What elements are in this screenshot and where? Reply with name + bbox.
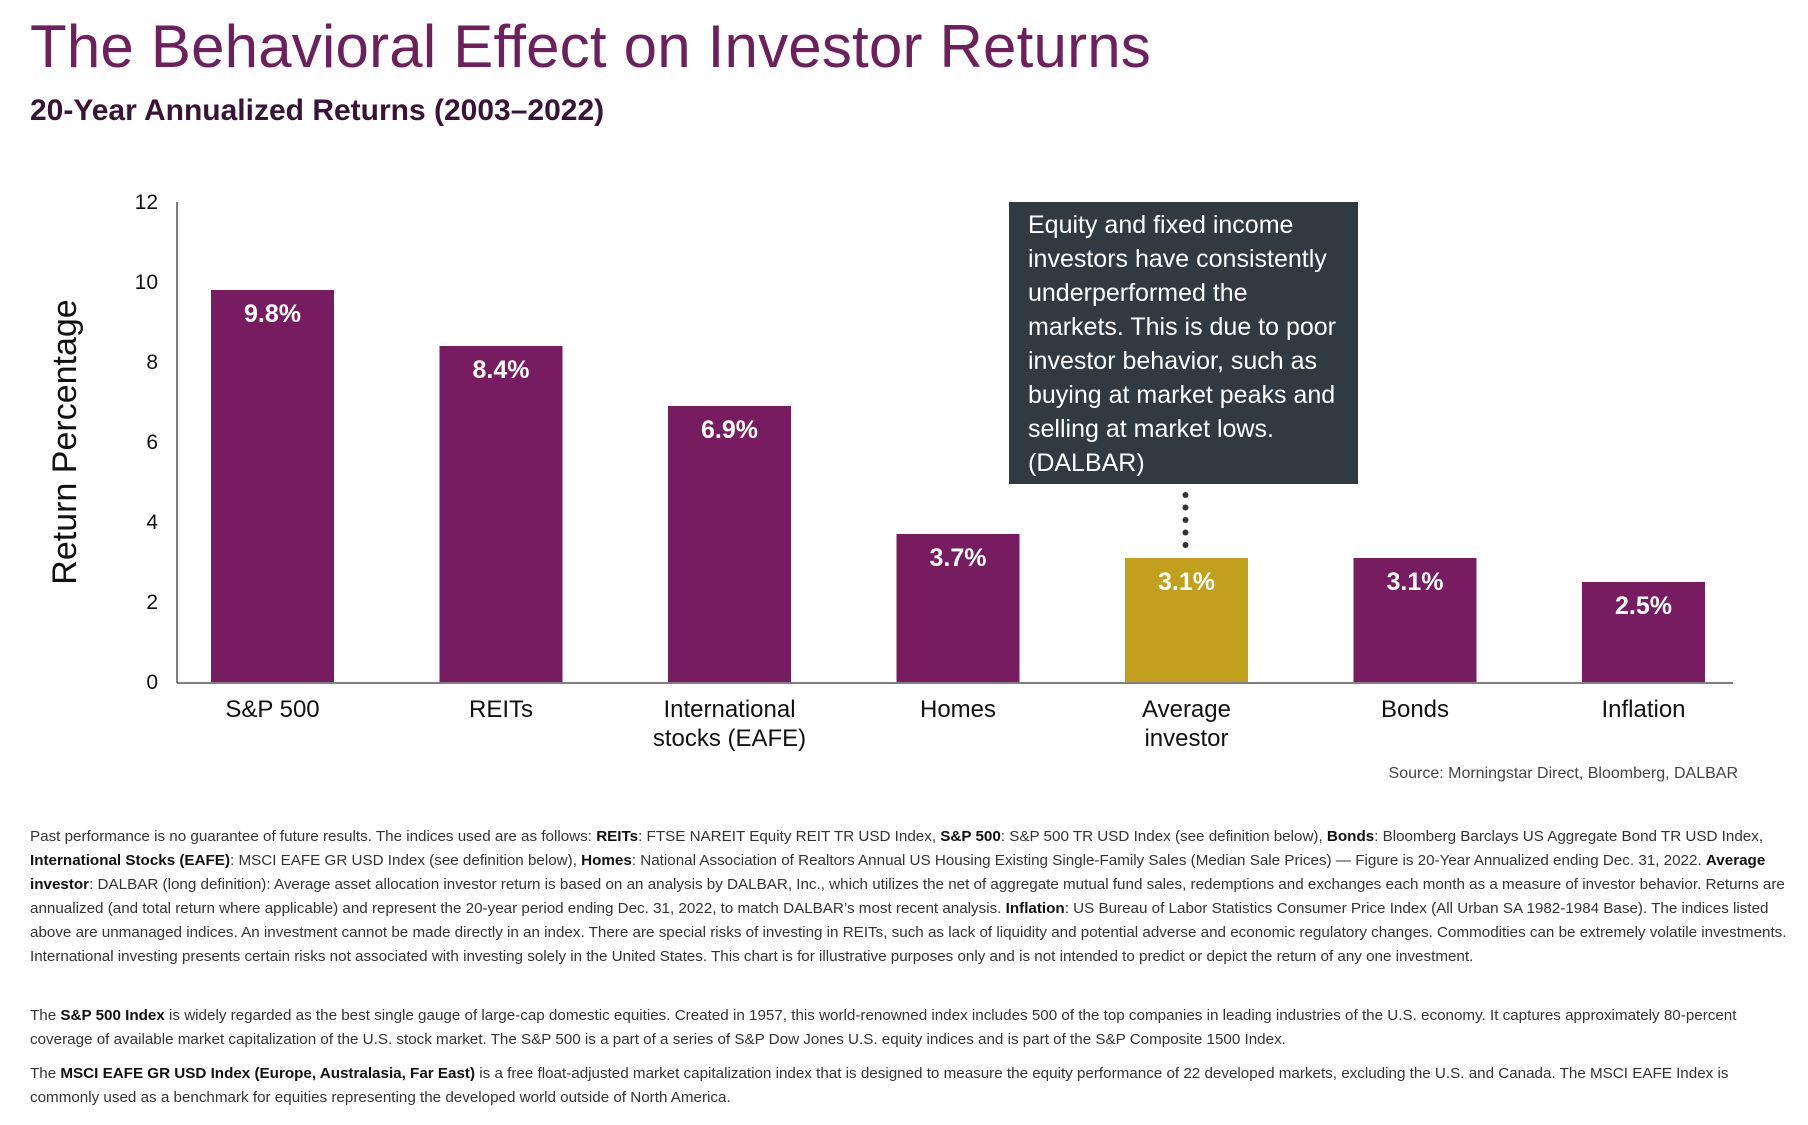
x-tick-label: Bonds <box>1381 696 1449 723</box>
bar-value-label: 9.8% <box>244 300 301 328</box>
y-axis-label: Return Percentage <box>46 299 84 584</box>
x-tick-label: Inflation <box>1601 696 1685 723</box>
footnote-disclosures: Past performance is no guarantee of futu… <box>30 828 1787 965</box>
bar <box>896 534 1020 682</box>
y-tick-label: 8 <box>146 351 158 374</box>
x-tick-label: investor <box>1144 725 1228 752</box>
bar-value-label: 2.5% <box>1615 592 1672 620</box>
x-tick-label: Average <box>1142 696 1231 723</box>
bar-value-label: 8.4% <box>473 356 530 384</box>
y-tick-label: 4 <box>146 511 158 534</box>
callout-connector-dot <box>1182 504 1189 511</box>
footnote-msci-eafe-definition: The MSCI EAFE GR USD Index (Europe, Aust… <box>30 1065 1729 1106</box>
chart-subtitle: 20-Year Annualized Returns (2003–2022) <box>30 94 605 127</box>
callout-connector-dot <box>1182 492 1189 498</box>
bar <box>211 290 334 682</box>
callout-connector-dot <box>1182 517 1189 523</box>
y-tick-label: 10 <box>135 271 158 294</box>
bar-value-label: 3.7% <box>930 544 987 572</box>
bar <box>1353 558 1477 682</box>
bar-value-label: 6.9% <box>701 416 758 444</box>
y-tick-label: 6 <box>146 431 158 454</box>
x-tick-label: REITs <box>469 696 533 723</box>
bar <box>1582 582 1705 682</box>
callout-connector-dot <box>1182 542 1189 548</box>
x-tick-label: Homes <box>920 696 996 723</box>
y-tick-label: 12 <box>135 191 158 214</box>
x-tick-label: stocks (EAFE) <box>653 725 806 752</box>
source-note: Source: Morningstar Direct, Bloomberg, D… <box>1388 765 1738 782</box>
footnote-sp500-definition: The S&P 500 Index is widely regarded as … <box>30 1007 1737 1048</box>
callout-connector-dot <box>1182 529 1189 536</box>
bar-chart: Return Percentage 0 2 4 6 8 10 12 9.8% S&P 500 8.4… <box>46 191 1733 752</box>
bar-value-label: 3.1% <box>1387 568 1444 596</box>
bar <box>439 346 563 682</box>
x-tick-label: International <box>663 696 795 723</box>
bar-value-label: 3.1% <box>1158 568 1215 596</box>
bar <box>668 406 791 682</box>
y-tick-label: 2 <box>146 591 158 614</box>
page-title: The Behavioral Effect on Investor Return… <box>30 13 1152 80</box>
x-tick-label: S&P 500 <box>225 696 319 723</box>
bar <box>1125 558 1248 682</box>
callout-box: Equity and fixed income investors have c… <box>1009 202 1358 484</box>
y-tick-label: 0 <box>146 671 158 694</box>
